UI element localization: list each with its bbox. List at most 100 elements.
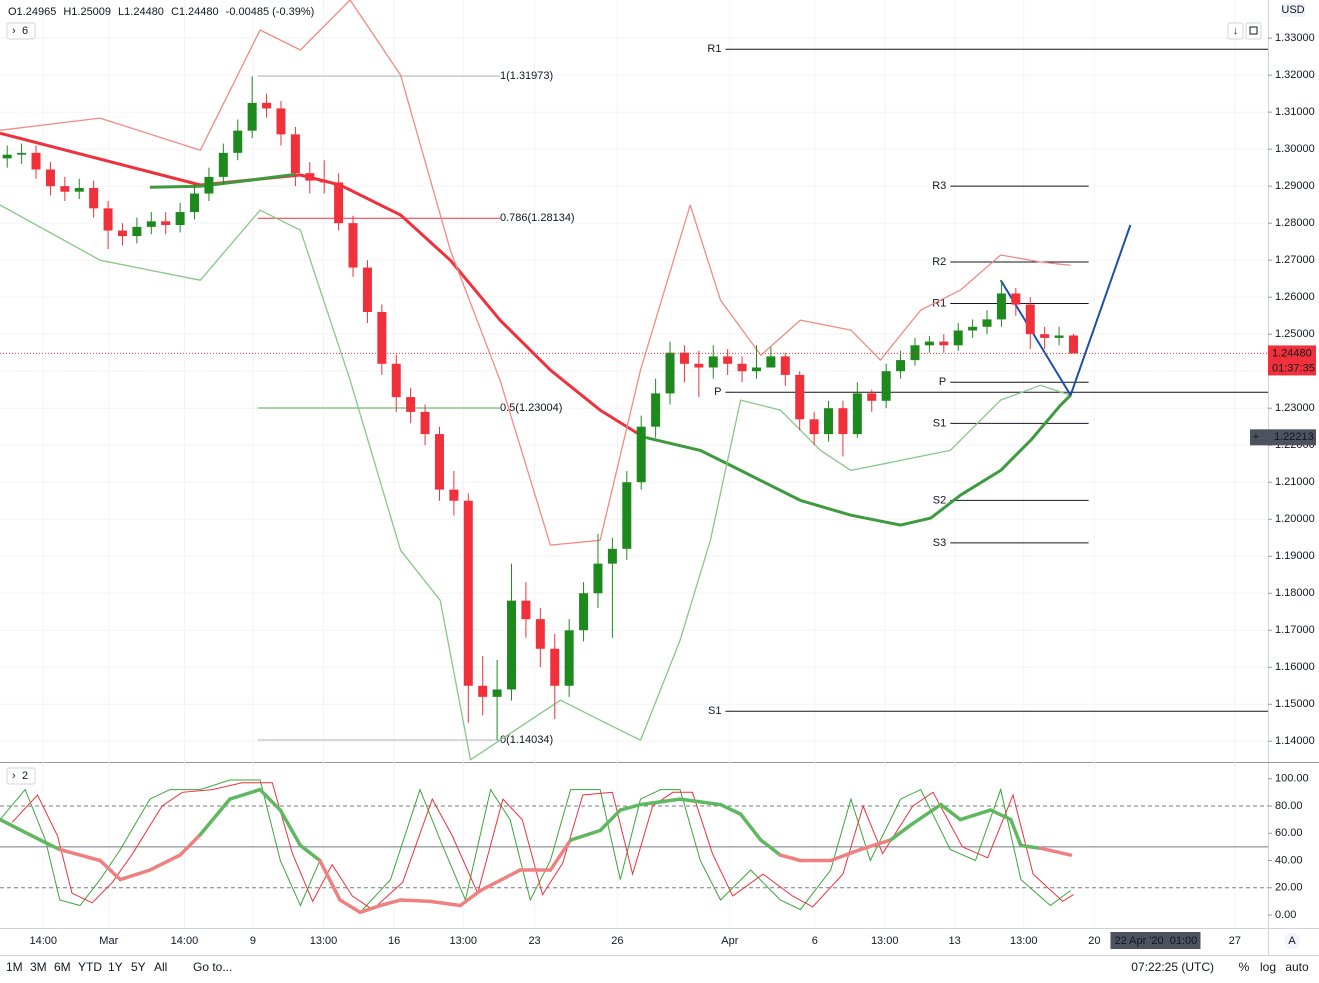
- oscillator-segment: [398, 898, 432, 904]
- candle-body: [809, 419, 819, 435]
- y-tick-label: 100.00: [1275, 773, 1309, 785]
- candle-body: [968, 326, 978, 331]
- ohlc-value: O1.24965: [8, 6, 56, 18]
- goto-button[interactable]: Go to...: [193, 960, 232, 974]
- candle-body: [89, 188, 99, 209]
- candle-body: [45, 169, 55, 187]
- candle-body: [17, 152, 27, 155]
- oscillator-segment: [258, 787, 283, 812]
- x-tick-label: 13:00: [1010, 935, 1038, 947]
- candle-body: [953, 330, 963, 346]
- fib-label: 0.786(1.28134): [500, 212, 575, 224]
- oscillator-line: [0, 779, 1071, 913]
- overlay-line: [999, 224, 1132, 397]
- y-tick-label: 1.16000: [1275, 661, 1315, 673]
- y-tick-label: 1.20000: [1275, 513, 1315, 525]
- currency: USD: [1281, 4, 1304, 16]
- candle-body: [1068, 335, 1078, 354]
- scroll-down-button[interactable]: [1227, 22, 1244, 40]
- candle-body: [766, 356, 776, 368]
- candle-body: [117, 230, 127, 237]
- candle-body: [132, 226, 142, 237]
- oscillator-segment: [228, 787, 262, 801]
- y-tick-label: 1.21000: [1275, 476, 1315, 488]
- pivot-label: P: [714, 386, 721, 398]
- candle-body: [651, 393, 661, 427]
- candle-body: [996, 293, 1006, 320]
- y-tick-label: 1.18000: [1275, 587, 1315, 599]
- y-tick-label: 1.30000: [1275, 143, 1315, 155]
- candle-body: [737, 363, 747, 372]
- x-tick-label: 13:00: [871, 935, 899, 947]
- last-price-label: 1.24480: [1272, 347, 1312, 359]
- range-button[interactable]: 1M: [6, 960, 23, 974]
- x-tick-label: 14:00: [171, 935, 199, 947]
- log-toggle[interactable]: log: [1260, 960, 1276, 974]
- pane-count: 2: [22, 770, 28, 782]
- auto-scale-button[interactable]: [1284, 933, 1300, 949]
- candle-body: [319, 180, 329, 183]
- candle-body: [982, 319, 992, 327]
- oscillator-segment: [148, 853, 182, 872]
- candle-body: [924, 341, 934, 346]
- range-button[interactable]: 5Y: [131, 960, 146, 974]
- countdown: 01:37:35: [1272, 362, 1315, 374]
- oscillator-segment: [458, 888, 483, 908]
- candle-body: [362, 267, 372, 312]
- y-tick-label: 1.19000: [1275, 550, 1315, 562]
- candle-body: [679, 352, 689, 364]
- oscillator-segment: [98, 858, 123, 882]
- range-button[interactable]: 3M: [30, 960, 47, 974]
- candle-body: [348, 223, 358, 268]
- ui: › 6 › 2 ↓ USD A O1.24965 H1.25009 L1.24480…: [6, 3, 1316, 974]
- percent-toggle[interactable]: %: [1239, 960, 1250, 974]
- candle-body: [1054, 335, 1064, 338]
- maximize-button[interactable]: [1245, 22, 1262, 40]
- oscillator-segment: [568, 828, 602, 842]
- ohlc-value: H1.25009: [63, 6, 111, 18]
- candle-body: [694, 363, 704, 368]
- oscillator-segment: [278, 808, 303, 848]
- y-tick-label: 1.29000: [1275, 180, 1315, 192]
- y-tick-label: 1.25000: [1275, 328, 1315, 340]
- x-tick-label: 20: [1088, 935, 1100, 947]
- plot: 1(1.31973) 0.786(1.28134) 0.5(1.23004) 0(1.…: [0, 0, 1268, 915]
- oscillator-segment: [908, 802, 943, 827]
- range-button[interactable]: 1Y: [108, 960, 123, 974]
- range-button[interactable]: All: [154, 960, 167, 974]
- crosshair-time-box: [1110, 932, 1201, 949]
- oscillator-segment: [338, 898, 362, 915]
- oscillator-segment: [298, 843, 322, 863]
- oscillator-segment: [958, 808, 993, 822]
- pane-toggle[interactable]: [6, 22, 36, 40]
- y-tick-label: 1.31000: [1275, 106, 1315, 118]
- candle-body: [276, 108, 286, 135]
- y-tick-label: 1.23000: [1275, 402, 1315, 414]
- candle-body: [564, 630, 574, 686]
- oscillator-segment: [888, 823, 913, 842]
- auto-toggle[interactable]: auto: [1285, 960, 1309, 974]
- candle-body: [2, 154, 12, 159]
- candle-body: [708, 356, 718, 368]
- candle-body: [636, 426, 646, 483]
- candle-body: [780, 356, 790, 375]
- oscillator-segment: [198, 797, 232, 837]
- y-tick-label: 60.00: [1275, 827, 1303, 839]
- auto-scale-label: A: [1288, 935, 1296, 947]
- y-tick-label: 1.33000: [1275, 32, 1315, 44]
- x-tick-label: 14:00: [29, 935, 57, 947]
- candle-body: [867, 393, 877, 401]
- pane-toggle[interactable]: [6, 767, 36, 785]
- oscillator-segment: [178, 832, 203, 857]
- pivot-label: S2: [933, 494, 946, 506]
- range-button[interactable]: YTD: [78, 960, 102, 974]
- candle-body: [795, 374, 805, 420]
- x-tick-label: 26: [611, 935, 623, 947]
- oscillator-segment: [318, 858, 342, 902]
- range-button[interactable]: 6M: [54, 960, 71, 974]
- candle-body: [190, 193, 200, 213]
- candle-body: [204, 176, 214, 194]
- oscillator-segment: [118, 868, 152, 882]
- candle-body: [434, 434, 444, 490]
- candle-body: [550, 648, 560, 686]
